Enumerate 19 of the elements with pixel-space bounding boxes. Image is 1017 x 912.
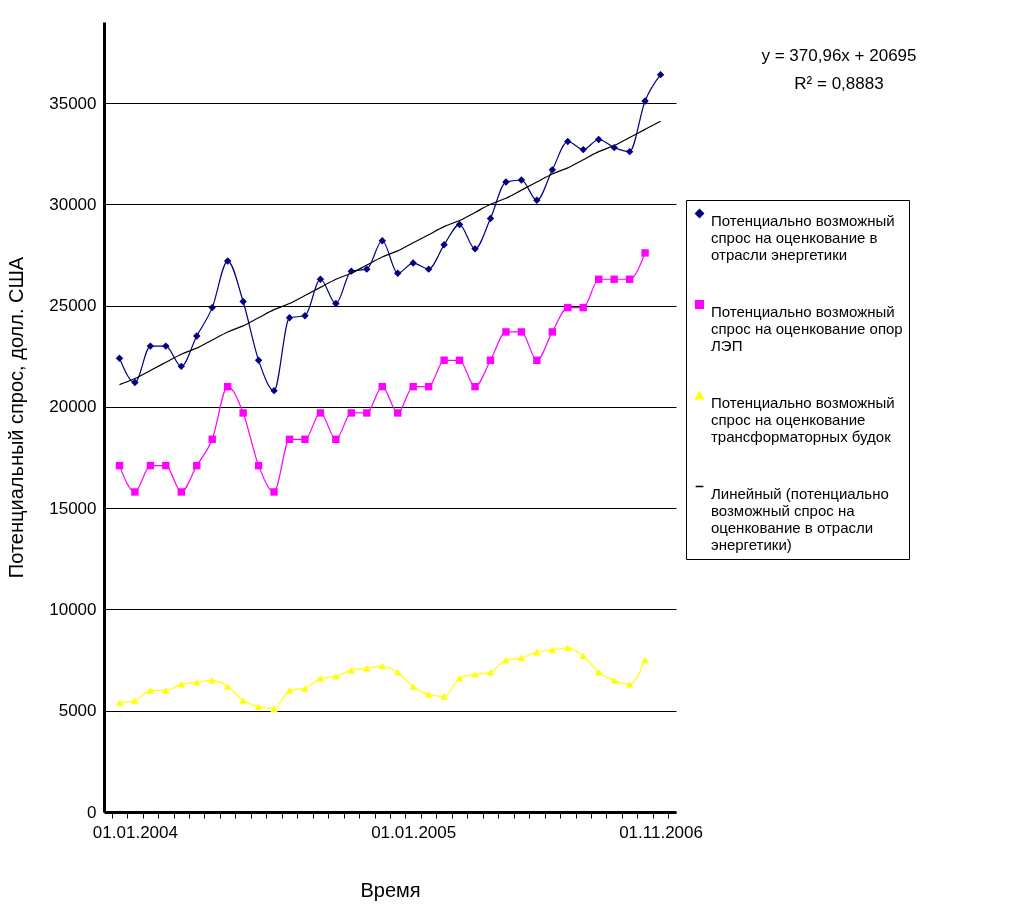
y-tick-label: 15000 (49, 498, 97, 518)
text: y = 370,96x + 20695 (761, 46, 917, 65)
y-tick-label: 20000 (49, 397, 97, 417)
y-tick-label: 25000 (49, 296, 97, 316)
legend-label: Потенциально возможный спрос на оценкование в отрасли энергетики (711, 211, 895, 263)
y-tick-label: 0 (87, 802, 97, 822)
x-axis-title: Время (360, 878, 421, 901)
y-tick-label: 35000 (49, 93, 97, 113)
x-tick-label: 01.01.2005 (371, 822, 457, 842)
y-tick-label: 10000 (49, 599, 97, 619)
y-tick-label: 5000 (58, 701, 97, 721)
y-axis-title: Потенциальный спрос, долл. США (5, 256, 28, 579)
legend-label: Линейный (потенциально возможный спрос на оценкование в отрасли энергетики) (711, 484, 889, 553)
x-tick-label: 01.11.2006 (619, 822, 703, 842)
text: R² = 0,8883 (794, 74, 884, 93)
x-tick-label: 01.01.2004 (92, 822, 178, 842)
legend-label: Потенциально возможный спрос на оценкование трансформаторных будок (711, 393, 895, 445)
legend-label: Потенциально возможный спрос на оценкование опор ЛЭП (711, 302, 903, 354)
y-tick-label: 30000 (49, 194, 97, 214)
